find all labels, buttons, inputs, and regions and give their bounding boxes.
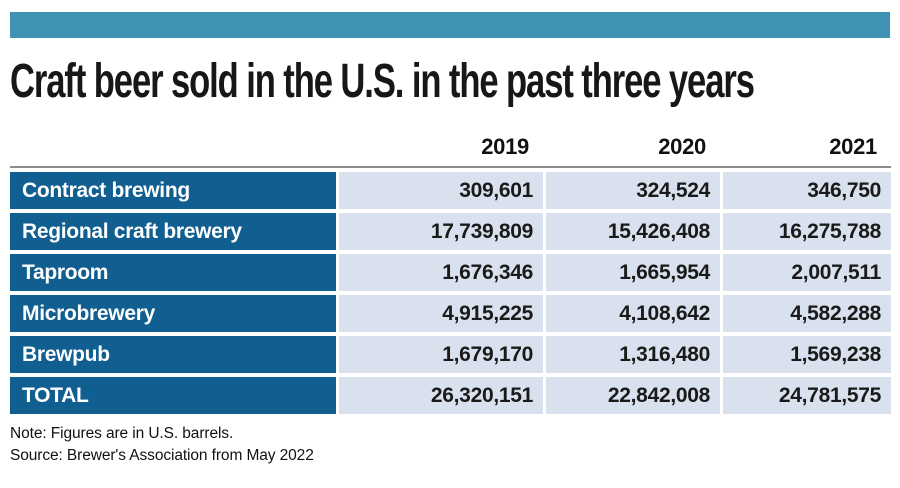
header-divider (10, 166, 891, 168)
source-text: Source: Brewer's Association from May 20… (10, 447, 314, 464)
column-header-2019: 2019 (481, 134, 529, 159)
row-label: Brewpub (10, 336, 336, 373)
row-label: TOTAL (10, 377, 336, 414)
value-2019: 1,679,170 (339, 336, 543, 373)
table-row-regional-craft-brewery: Regional craft brewery 17,739,809 15,426… (10, 213, 891, 250)
row-label: Regional craft brewery (10, 213, 336, 250)
table-row-brewpub: Brewpub 1,679,170 1,316,480 1,569,238 (10, 336, 891, 373)
row-label: Microbrewery (10, 295, 336, 332)
value-2020: 1,665,954 (546, 254, 720, 291)
table-row-taproom: Taproom 1,676,346 1,665,954 2,007,511 (10, 254, 891, 291)
infographic-page: Craft beer sold in the U.S. in the past … (0, 12, 900, 488)
value-2019: 309,601 (339, 172, 543, 209)
table-row-contract-brewing: Contract brewing 309,601 324,524 346,750 (10, 172, 891, 209)
value-2020: 4,108,642 (546, 295, 720, 332)
value-2021: 4,582,288 (723, 295, 891, 332)
table-row-total: TOTAL 26,320,151 22,842,008 24,781,575 (10, 377, 891, 414)
value-2020: 15,426,408 (546, 213, 720, 250)
column-header-2021: 2021 (829, 134, 877, 159)
accent-bar (10, 12, 890, 38)
value-2019: 17,739,809 (339, 213, 543, 250)
value-2021: 346,750 (723, 172, 891, 209)
craft-beer-table: 2019 2020 2021 Contract brewing 309,601 … (10, 134, 891, 414)
value-2020: 324,524 (546, 172, 720, 209)
value-2021: 24,781,575 (723, 377, 891, 414)
table-header-row: 2019 2020 2021 (10, 134, 891, 166)
value-2019: 26,320,151 (339, 377, 543, 414)
value-2020: 22,842,008 (546, 377, 720, 414)
column-header-2020: 2020 (658, 134, 706, 159)
value-2021: 2,007,511 (723, 254, 891, 291)
value-2019: 1,676,346 (339, 254, 543, 291)
note-text: Note: Figures are in U.S. barrels. (10, 425, 234, 442)
page-title: Craft beer sold in the U.S. in the past … (10, 55, 755, 108)
value-2019: 4,915,225 (339, 295, 543, 332)
value-2020: 1,316,480 (546, 336, 720, 373)
value-2021: 16,275,788 (723, 213, 891, 250)
row-label: Taproom (10, 254, 336, 291)
row-label: Contract brewing (10, 172, 336, 209)
table-row-microbrewery: Microbrewery 4,915,225 4,108,642 4,582,2… (10, 295, 891, 332)
value-2021: 1,569,238 (723, 336, 891, 373)
